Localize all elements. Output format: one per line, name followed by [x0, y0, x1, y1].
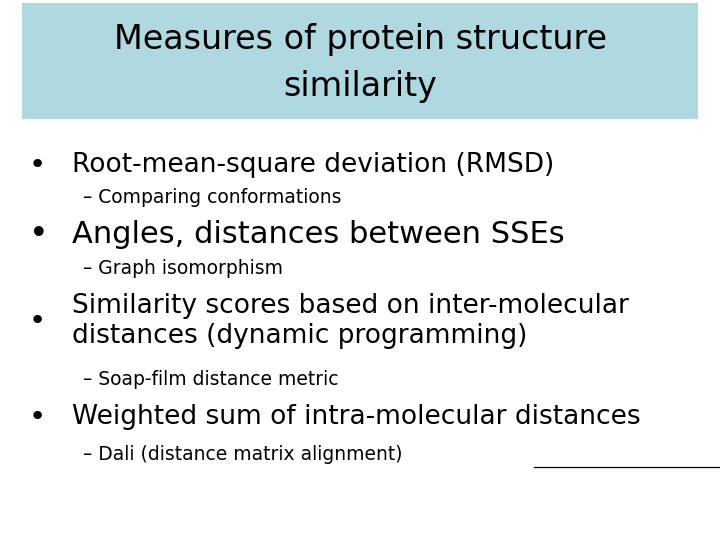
Text: similarity: similarity	[283, 70, 437, 103]
Text: Similarity scores based on inter-molecular
distances (dynamic programming): Similarity scores based on inter-molecul…	[72, 293, 629, 349]
Text: – Graph isomorphism: – Graph isomorphism	[83, 259, 283, 278]
Text: Measures of protein structure: Measures of protein structure	[114, 23, 606, 56]
Text: – Comparing conformations: – Comparing conformations	[83, 187, 341, 207]
Text: •: •	[29, 307, 46, 335]
Text: Root-mean-square deviation (RMSD): Root-mean-square deviation (RMSD)	[72, 152, 554, 178]
Text: – Soap-film distance metric: – Soap-film distance metric	[83, 369, 338, 389]
Text: •: •	[29, 403, 46, 431]
Text: •: •	[29, 151, 46, 179]
Text: – Dali (distance matrix alignment): – Dali (distance matrix alignment)	[83, 445, 402, 464]
Bar	[22, 3, 698, 119]
Text: Angles, distances between SSEs: Angles, distances between SSEs	[72, 220, 564, 249]
Text: Weighted sum of intra-molecular distances: Weighted sum of intra-molecular distance…	[72, 404, 641, 430]
Text: •: •	[29, 218, 48, 252]
